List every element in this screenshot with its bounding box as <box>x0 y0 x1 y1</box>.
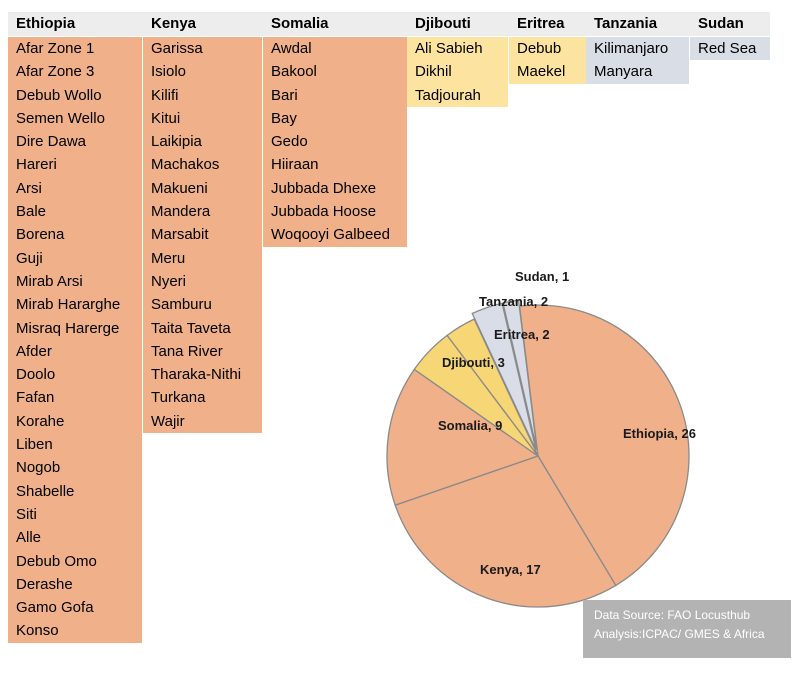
pie-slice-label: Kenya, 17 <box>480 562 541 577</box>
list-item: Arsi <box>8 176 142 201</box>
list-item: Misraq Harerge <box>8 316 142 340</box>
list-item: Liben <box>8 433 142 457</box>
list-item: Bari <box>263 83 407 107</box>
sudan-list: Red Sea <box>690 37 770 61</box>
list-item: Bay <box>263 106 407 131</box>
list-item: Shabelle <box>8 479 142 503</box>
list-item: Fafan <box>8 386 142 410</box>
list-item: Debub Wollo <box>8 83 142 107</box>
header-kenya: Kenya <box>151 15 197 32</box>
header-eritrea: Eritrea <box>517 15 565 32</box>
list-item: Isiolo <box>143 60 262 84</box>
list-item: Maekel <box>509 60 586 84</box>
eritrea-list: Debub Maekel <box>509 37 586 84</box>
list-item: Jubbada Hoose <box>263 200 407 224</box>
list-item: Hareri <box>8 153 142 177</box>
pie-slice-label: Somalia, 9 <box>438 418 502 433</box>
djibouti-list: Ali Sabieh Dikhil Tadjourah <box>407 37 508 107</box>
list-item: Samburu <box>143 293 262 317</box>
list-item: Bale <box>8 200 142 224</box>
kenya-list: Garissa Isiolo Kilifi Kitui Laikipia Machakos… <box>143 37 262 434</box>
list-item: Korahe <box>8 409 142 434</box>
list-item: Guji <box>8 246 142 270</box>
pie-slice <box>502 299 538 451</box>
list-item: Garissa <box>143 37 262 61</box>
list-item: Nyeri <box>143 269 262 294</box>
list-item: Marsabit <box>143 223 262 247</box>
list-item: Afder <box>8 339 142 364</box>
header-sudan: Sudan <box>698 15 744 32</box>
analysis-line: Analysis:ICPAC/ GMES & Africa <box>594 627 765 641</box>
list-item: Gedo <box>263 130 407 154</box>
list-item: Meru <box>143 246 262 270</box>
data-source-note: Data Source: FAO Locusthub Analysis:ICPA… <box>583 600 791 658</box>
list-item: Nogob <box>8 456 142 480</box>
pie-slice-label: Tanzania, 2 <box>479 294 548 309</box>
list-item: Siti <box>8 502 142 527</box>
list-item: Kilifi <box>143 83 262 107</box>
list-item: Debub <box>509 37 586 61</box>
pie-chart-svg: Ethiopia, 26 Kenya, 17 Somalia, 9 Djibouti,… <box>386 269 696 608</box>
list-item: Mandera <box>143 200 262 224</box>
pie-slice-label: Sudan, 1 <box>515 269 569 284</box>
list-item: Ali Sabieh <box>407 37 508 61</box>
list-item: Awdal <box>263 37 407 61</box>
list-item: Dire Dawa <box>8 130 142 154</box>
list-item: Kilimanjaro <box>586 37 689 61</box>
list-item: Doolo <box>8 363 142 387</box>
pie-slice <box>386 368 540 506</box>
list-item: Semen Wello <box>8 106 142 131</box>
header-djibouti: Djibouti <box>415 15 471 32</box>
list-item: Turkana <box>143 386 262 410</box>
list-item: Afar Zone 3 <box>8 60 142 84</box>
list-item: Mirab Arsi <box>8 269 142 294</box>
list-item: Woqooyi Galbeed <box>263 223 407 247</box>
list-item: Red Sea <box>690 37 770 61</box>
pie-chart: Ethiopia, 26 Kenya, 17 Somalia, 9 Djibouti,… <box>370 262 710 612</box>
list-item: Jubbada Dhexe <box>263 176 407 201</box>
list-item: Konso <box>8 619 142 643</box>
list-item: Hiiraan <box>263 153 407 177</box>
list-item: Debub Omo <box>8 549 142 573</box>
somalia-list: Awdal Bakool Bari Bay Gedo Hiiraan Jubbada Dhe… <box>263 37 407 247</box>
list-item: Makueni <box>143 176 262 201</box>
pie-slice-label: Ethiopia, 26 <box>623 426 696 441</box>
list-item: Kitui <box>143 106 262 131</box>
list-item: Tadjourah <box>407 83 508 107</box>
table-header-bar <box>8 12 770 36</box>
list-item: Derashe <box>8 572 142 597</box>
list-item: Bakool <box>263 60 407 84</box>
pie-slice-label: Eritrea, 2 <box>494 327 550 342</box>
pie-slice-label: Djibouti, 3 <box>442 355 505 370</box>
list-item: Tana River <box>143 339 262 364</box>
list-item: Manyara <box>586 60 689 84</box>
list-item: Alle <box>8 526 142 550</box>
list-item: Gamo Gofa <box>8 596 142 620</box>
tanzania-list: Kilimanjaro Manyara <box>586 37 689 84</box>
header-ethiopia: Ethiopia <box>16 15 76 32</box>
source-line: Data Source: FAO Locusthub <box>594 608 751 622</box>
list-item: Afar Zone 1 <box>8 37 142 61</box>
list-item: Borena <box>8 223 142 247</box>
list-item: Machakos <box>143 153 262 177</box>
list-item: Laikipia <box>143 130 262 154</box>
header-tanzania: Tanzania <box>594 15 658 32</box>
list-item: Dikhil <box>407 60 508 84</box>
list-item: Taita Taveta <box>143 316 262 340</box>
header-somalia: Somalia <box>271 15 329 32</box>
pie-slice <box>518 304 690 587</box>
ethiopia-list: Afar Zone 1 Afar Zone 3 Debub Wollo Semen W… <box>8 37 142 643</box>
list-item: Tharaka-Nithi <box>143 363 262 387</box>
pie-slice <box>394 455 617 608</box>
pie-slice <box>471 302 537 451</box>
list-item: Mirab Hararghe <box>8 293 142 317</box>
list-item: Wajir <box>143 409 262 434</box>
